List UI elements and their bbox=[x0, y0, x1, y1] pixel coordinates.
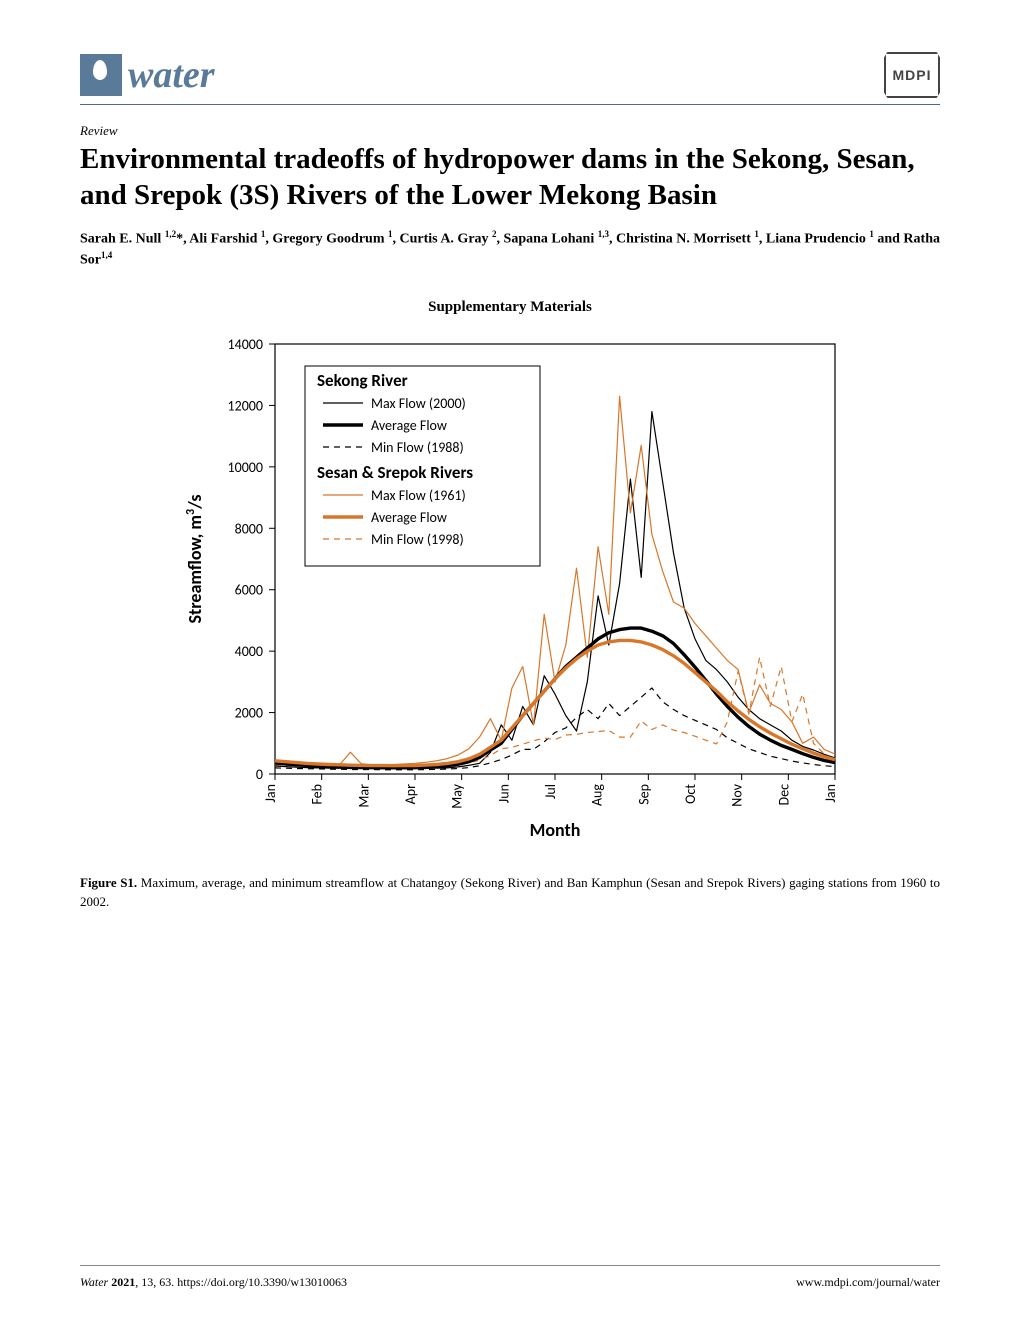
svg-text:4000: 4000 bbox=[235, 644, 263, 661]
footer-journal: Water bbox=[80, 1275, 108, 1289]
svg-text:Sep: Sep bbox=[635, 784, 652, 805]
svg-text:Average Flow: Average Flow bbox=[371, 509, 447, 526]
svg-text:8000: 8000 bbox=[235, 521, 263, 538]
author-list: Sarah E. Null 1,2*, Ali Farshid 1, Grego… bbox=[80, 228, 940, 272]
svg-text:0: 0 bbox=[256, 766, 263, 783]
water-drop-icon bbox=[80, 54, 122, 96]
figure-label: Figure S1. bbox=[80, 875, 137, 890]
svg-text:12000: 12000 bbox=[228, 398, 263, 415]
svg-text:Max Flow (2000): Max Flow (2000) bbox=[371, 395, 466, 412]
svg-text:Sesan & Srepok Rivers: Sesan & Srepok Rivers bbox=[317, 462, 473, 483]
svg-text:Month: Month bbox=[530, 819, 581, 841]
footer-rest: , 13, 63. https://doi.org/10.3390/w13010… bbox=[135, 1275, 347, 1289]
svg-text:Nov: Nov bbox=[729, 784, 746, 807]
figure-caption-text: Maximum, average, and minimum streamflow… bbox=[80, 875, 940, 909]
figure-s1: 0 2000 4000 6000 8000 10000 12000 14000 Jan Feb Ma… bbox=[80, 324, 940, 864]
svg-text:Apr: Apr bbox=[402, 784, 419, 804]
figure-caption: Figure S1. Maximum, average, and minimum… bbox=[80, 874, 940, 912]
streamflow-chart: 0 2000 4000 6000 8000 10000 12000 14000 Jan Feb Ma… bbox=[165, 324, 855, 864]
svg-text:Average Flow: Average Flow bbox=[371, 417, 447, 434]
publisher-logo: MDPI bbox=[884, 52, 940, 98]
journal-name: water bbox=[128, 53, 215, 97]
svg-text:6000: 6000 bbox=[235, 582, 263, 599]
footer-citation: Water 2021, 13, 63. https://doi.org/10.3… bbox=[80, 1275, 347, 1290]
svg-text:May: May bbox=[449, 784, 466, 809]
svg-text:14000: 14000 bbox=[228, 336, 263, 353]
journal-logo: water bbox=[80, 53, 215, 97]
article-title: Environmental tradeoffs of hydropower da… bbox=[80, 141, 940, 214]
svg-text:Streamflow, m3/s: Streamflow, m3/s bbox=[184, 495, 206, 624]
svg-text:Jul: Jul bbox=[542, 784, 559, 799]
page-footer: Water 2021, 13, 63. https://doi.org/10.3… bbox=[80, 1275, 940, 1290]
footer-url: www.mdpi.com/journal/water bbox=[796, 1275, 940, 1290]
svg-text:Sekong River: Sekong River bbox=[317, 370, 408, 391]
svg-text:Min Flow (1998): Min Flow (1998) bbox=[371, 531, 464, 548]
svg-text:Jan: Jan bbox=[262, 784, 279, 803]
svg-text:Jun: Jun bbox=[495, 784, 512, 803]
svg-text:Jan: Jan bbox=[822, 784, 839, 803]
article-type: Review bbox=[80, 123, 940, 139]
footer-rule bbox=[80, 1265, 940, 1266]
footer-year: 2021 bbox=[111, 1275, 135, 1289]
svg-text:Max Flow (1961): Max Flow (1961) bbox=[371, 487, 466, 504]
svg-text:Feb: Feb bbox=[309, 784, 326, 805]
svg-text:Aug: Aug bbox=[589, 784, 606, 806]
svg-text:Oct: Oct bbox=[682, 784, 699, 804]
page-header: water MDPI bbox=[80, 52, 940, 105]
svg-text:Min Flow (1988): Min Flow (1988) bbox=[371, 439, 464, 456]
svg-text:Mar: Mar bbox=[355, 784, 372, 808]
supplementary-heading: Supplementary Materials bbox=[80, 299, 940, 316]
svg-text:10000: 10000 bbox=[228, 459, 263, 476]
svg-text:2000: 2000 bbox=[235, 705, 263, 722]
svg-text:Dec: Dec bbox=[775, 784, 792, 806]
